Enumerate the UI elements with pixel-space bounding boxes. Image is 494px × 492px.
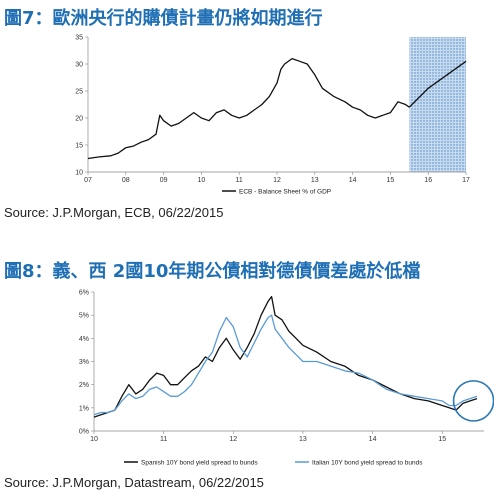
legend-label: Italian 10Y bond yield spread to bunds <box>312 459 423 466</box>
chart2-title: 圖8：義、西 2國10年期公債相對德債價差處於低檔 <box>4 261 421 282</box>
x-tick-label: 12 <box>273 177 281 184</box>
y-tick-label: 4% <box>79 336 89 343</box>
chart1-title: 圖7：歐洲央行的購債計畫仍將如期進行 <box>4 8 323 29</box>
series-line-2 <box>93 314 478 416</box>
x-tick-label: 15 <box>438 436 446 443</box>
y-tick-label: 0% <box>79 429 89 436</box>
x-tick-label: 10 <box>198 177 206 184</box>
y-tick-label: 5% <box>79 313 89 320</box>
legend-label: Spanish 10Y bond yield spread to bunds <box>141 459 258 466</box>
x-tick-label: 16 <box>424 177 432 184</box>
series-line-2 <box>408 60 467 108</box>
series-line-1 <box>87 57 410 160</box>
x-tick-label: 12 <box>229 436 237 443</box>
y-tick-label: 30 <box>75 62 83 69</box>
chart2-plot: 0% 1% 2% 3% 4% 5% 6% 10 11 12 13 14 15 Spanish 10Y bo… <box>79 290 494 466</box>
chart2-source: Source: J.P.Morgan, Datastream, 06/22/20… <box>4 475 264 490</box>
chart1-source: Source: J.P.Morgan, ECB, 06/22/2015 <box>4 205 224 220</box>
x-tick-label: 07 <box>84 177 92 184</box>
x-tick-label: 08 <box>122 177 130 184</box>
y-tick-label: 1% <box>79 405 89 412</box>
x-tick-label: 17 <box>462 177 470 184</box>
x-tick-label: 11 <box>160 436 167 443</box>
x-tick-label: 14 <box>369 436 377 443</box>
x-tick-label: 13 <box>311 177 319 184</box>
y-tick-label: 2% <box>79 382 89 389</box>
legend-label: ECB - Balance Sheet % of GDP <box>239 188 331 195</box>
x-tick-label: 10 <box>90 436 98 443</box>
x-tick-label: 09 <box>160 177 168 184</box>
y-tick-label: 15 <box>75 143 83 150</box>
y-tick-label: 20 <box>75 116 83 123</box>
x-tick-label: 13 <box>299 436 307 443</box>
y-tick-label: 6% <box>79 290 89 297</box>
y-tick-label: 35 <box>75 35 83 42</box>
y-tick-label: 25 <box>75 89 83 96</box>
y-tick-label: 10 <box>75 170 83 177</box>
x-tick-label: 11 <box>236 177 243 184</box>
y-tick-label: 3% <box>79 359 89 366</box>
x-tick-label: 15 <box>387 177 395 184</box>
chart1-plot: 10 15 20 25 30 35 07 08 09 10 11 12 13 14 15 16 17 ECB - … <box>75 35 470 196</box>
x-tick-label: 14 <box>349 177 357 184</box>
highlight-circle <box>452 380 494 422</box>
forecast-shaded-region <box>409 37 466 172</box>
series-line-1 <box>93 295 478 418</box>
